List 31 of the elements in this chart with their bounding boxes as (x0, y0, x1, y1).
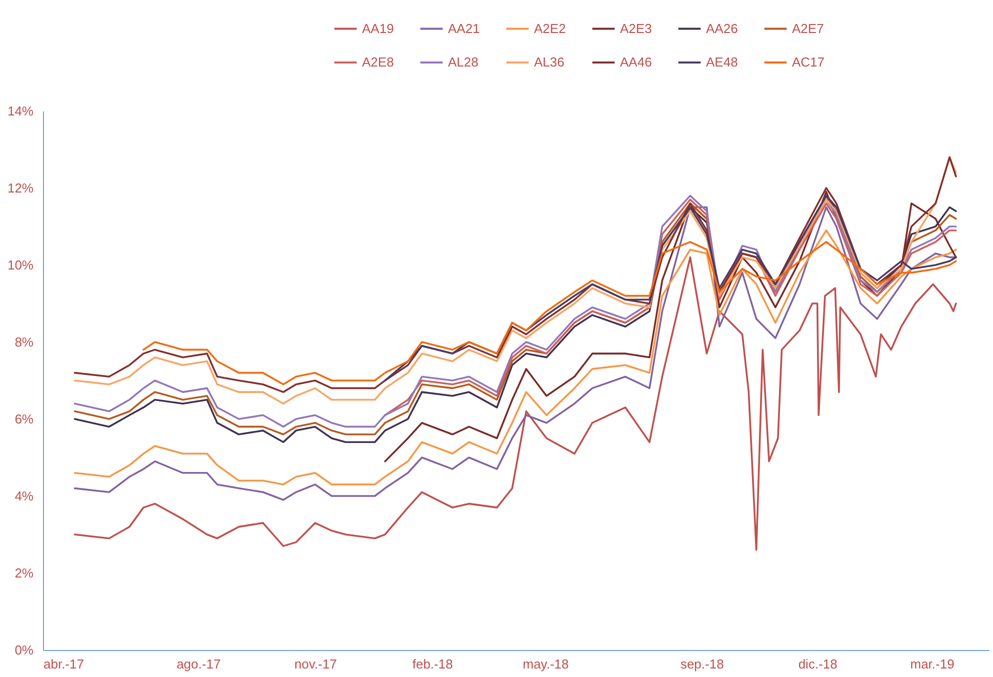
y-tick-label: 10% (7, 258, 34, 272)
legend-label: A2E3 (620, 20, 652, 36)
x-tick-label: feb.-18 (412, 656, 453, 672)
x-tick-label: ago.-17 (176, 656, 221, 672)
legend-label: A2E2 (534, 20, 566, 36)
x-tick-label: abr.-17 (44, 656, 84, 672)
legend-label: A2E8 (362, 54, 394, 70)
legend-label: AL36 (534, 54, 564, 70)
line-series (142, 241, 957, 386)
y-tick-label: 12% (7, 180, 34, 196)
legend-label: AL28 (448, 54, 478, 70)
x-tick-label: nov.-17 (294, 656, 337, 672)
legend-label: AC17 (792, 54, 825, 70)
legend-label: AA19 (362, 20, 394, 36)
x-tick-label: mar.-19 (910, 656, 954, 672)
x-tick-label: sep.-18 (680, 656, 724, 672)
legend-label: AE48 (706, 54, 738, 70)
y-tick-label: 2% (14, 566, 34, 580)
y-tick-label: 0% (14, 642, 34, 658)
legend-label: A2E7 (792, 20, 824, 36)
y-tick-label: 14% (7, 104, 34, 118)
legend-label: AA46 (620, 54, 652, 70)
x-tick-label: may.-18 (522, 656, 569, 672)
legend-label: AA26 (706, 20, 738, 36)
line-series (74, 256, 957, 551)
y-tick-label: 8% (14, 334, 34, 350)
legend-label: AA21 (448, 20, 480, 36)
y-tick-label: 4% (14, 488, 34, 504)
line-series (384, 194, 957, 382)
y-tick-label: 6% (14, 412, 34, 426)
x-tick-label: dic.-18 (798, 656, 838, 672)
